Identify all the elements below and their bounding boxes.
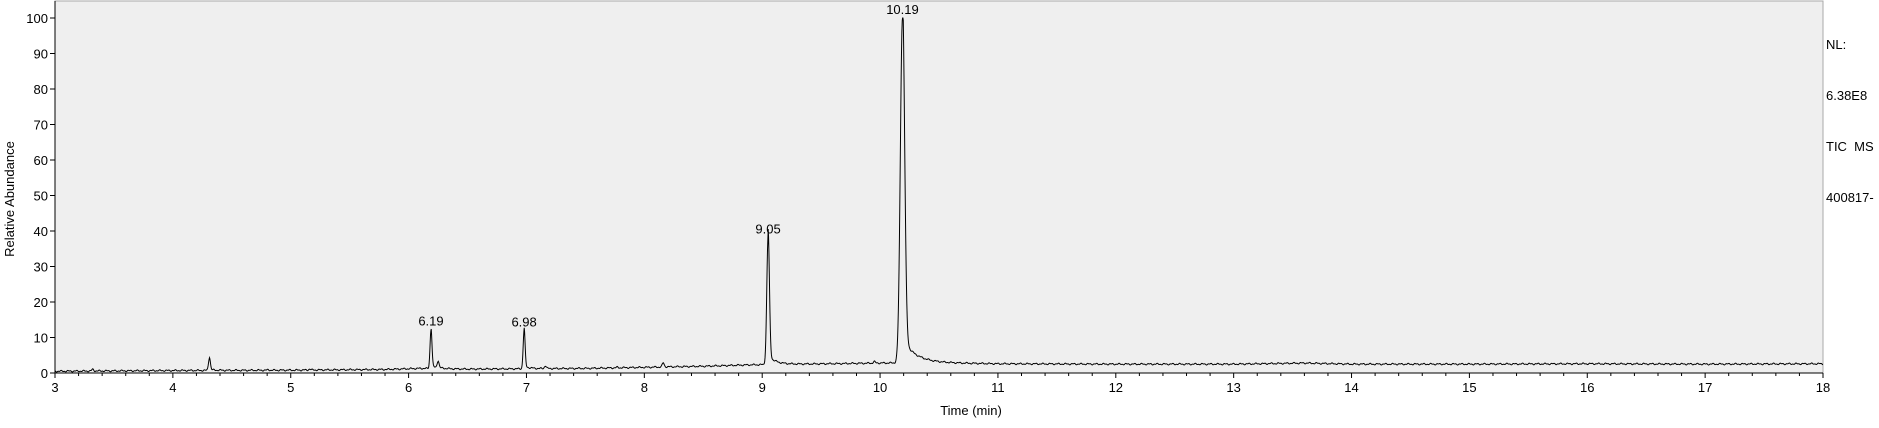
x-tick-label: 9 — [759, 380, 766, 395]
y-tick-label: 0 — [41, 366, 48, 381]
x-axis-label: Time (min) — [940, 403, 1002, 418]
peak-label: 9.05 — [755, 221, 780, 236]
x-tick-label: 15 — [1462, 380, 1476, 395]
y-tick-label: 50 — [34, 189, 48, 204]
x-tick-label: 10 — [873, 380, 887, 395]
y-tick-label: 80 — [34, 82, 48, 97]
normalization-info: NL: 6.38E8 TIC MS 400817- — [1826, 2, 1878, 240]
y-tick-label: 40 — [34, 224, 48, 239]
x-tick-label: 16 — [1580, 380, 1594, 395]
y-tick-label: 90 — [34, 47, 48, 62]
x-tick-label: 14 — [1344, 380, 1358, 395]
plot-area — [54, 0, 1824, 374]
y-tick-label: 20 — [34, 295, 48, 310]
x-tick-label: 7 — [523, 380, 530, 395]
x-tick-label: 6 — [405, 380, 412, 395]
x-tick-label: 17 — [1698, 380, 1712, 395]
y-axis: 0 10 20 30 40 50 60 70 80 90 100 — [26, 1, 56, 381]
peak-labels: 6.19 6.98 9.05 10.19 — [418, 2, 918, 329]
x-tick-label: 13 — [1226, 380, 1240, 395]
info-line-scale: 6.38E8 — [1826, 88, 1868, 103]
x-tick-label: 3 — [51, 380, 58, 395]
x-tick-label: 8 — [641, 380, 648, 395]
info-line-scan: TIC MS — [1826, 139, 1874, 154]
x-tick-label: 4 — [169, 380, 176, 395]
y-tick-label: 100 — [26, 11, 48, 26]
x-tick-label: 5 — [287, 380, 294, 395]
peak-label: 6.19 — [418, 314, 443, 329]
tic-trace-line — [54, 17, 1824, 373]
y-axis-label: Relative Abundance — [2, 141, 17, 257]
info-line-file: 400817- — [1826, 190, 1874, 205]
y-tick-label: 10 — [34, 331, 48, 346]
peak-label: 10.19 — [886, 2, 919, 17]
y-tick-label: 60 — [34, 153, 48, 168]
info-line-nl: NL: — [1826, 37, 1847, 52]
y-tick-label: 70 — [34, 118, 48, 133]
x-axis: 3 4 5 6 7 8 9 10 11 12 13 14 15 16 17 18 — [51, 372, 1830, 395]
x-tick-label: 11 — [991, 380, 1005, 395]
peak-label: 6.98 — [511, 314, 536, 329]
x-tick-label: 12 — [1109, 380, 1123, 395]
x-tick-label: 18 — [1816, 380, 1830, 395]
y-tick-label: 30 — [34, 260, 48, 275]
